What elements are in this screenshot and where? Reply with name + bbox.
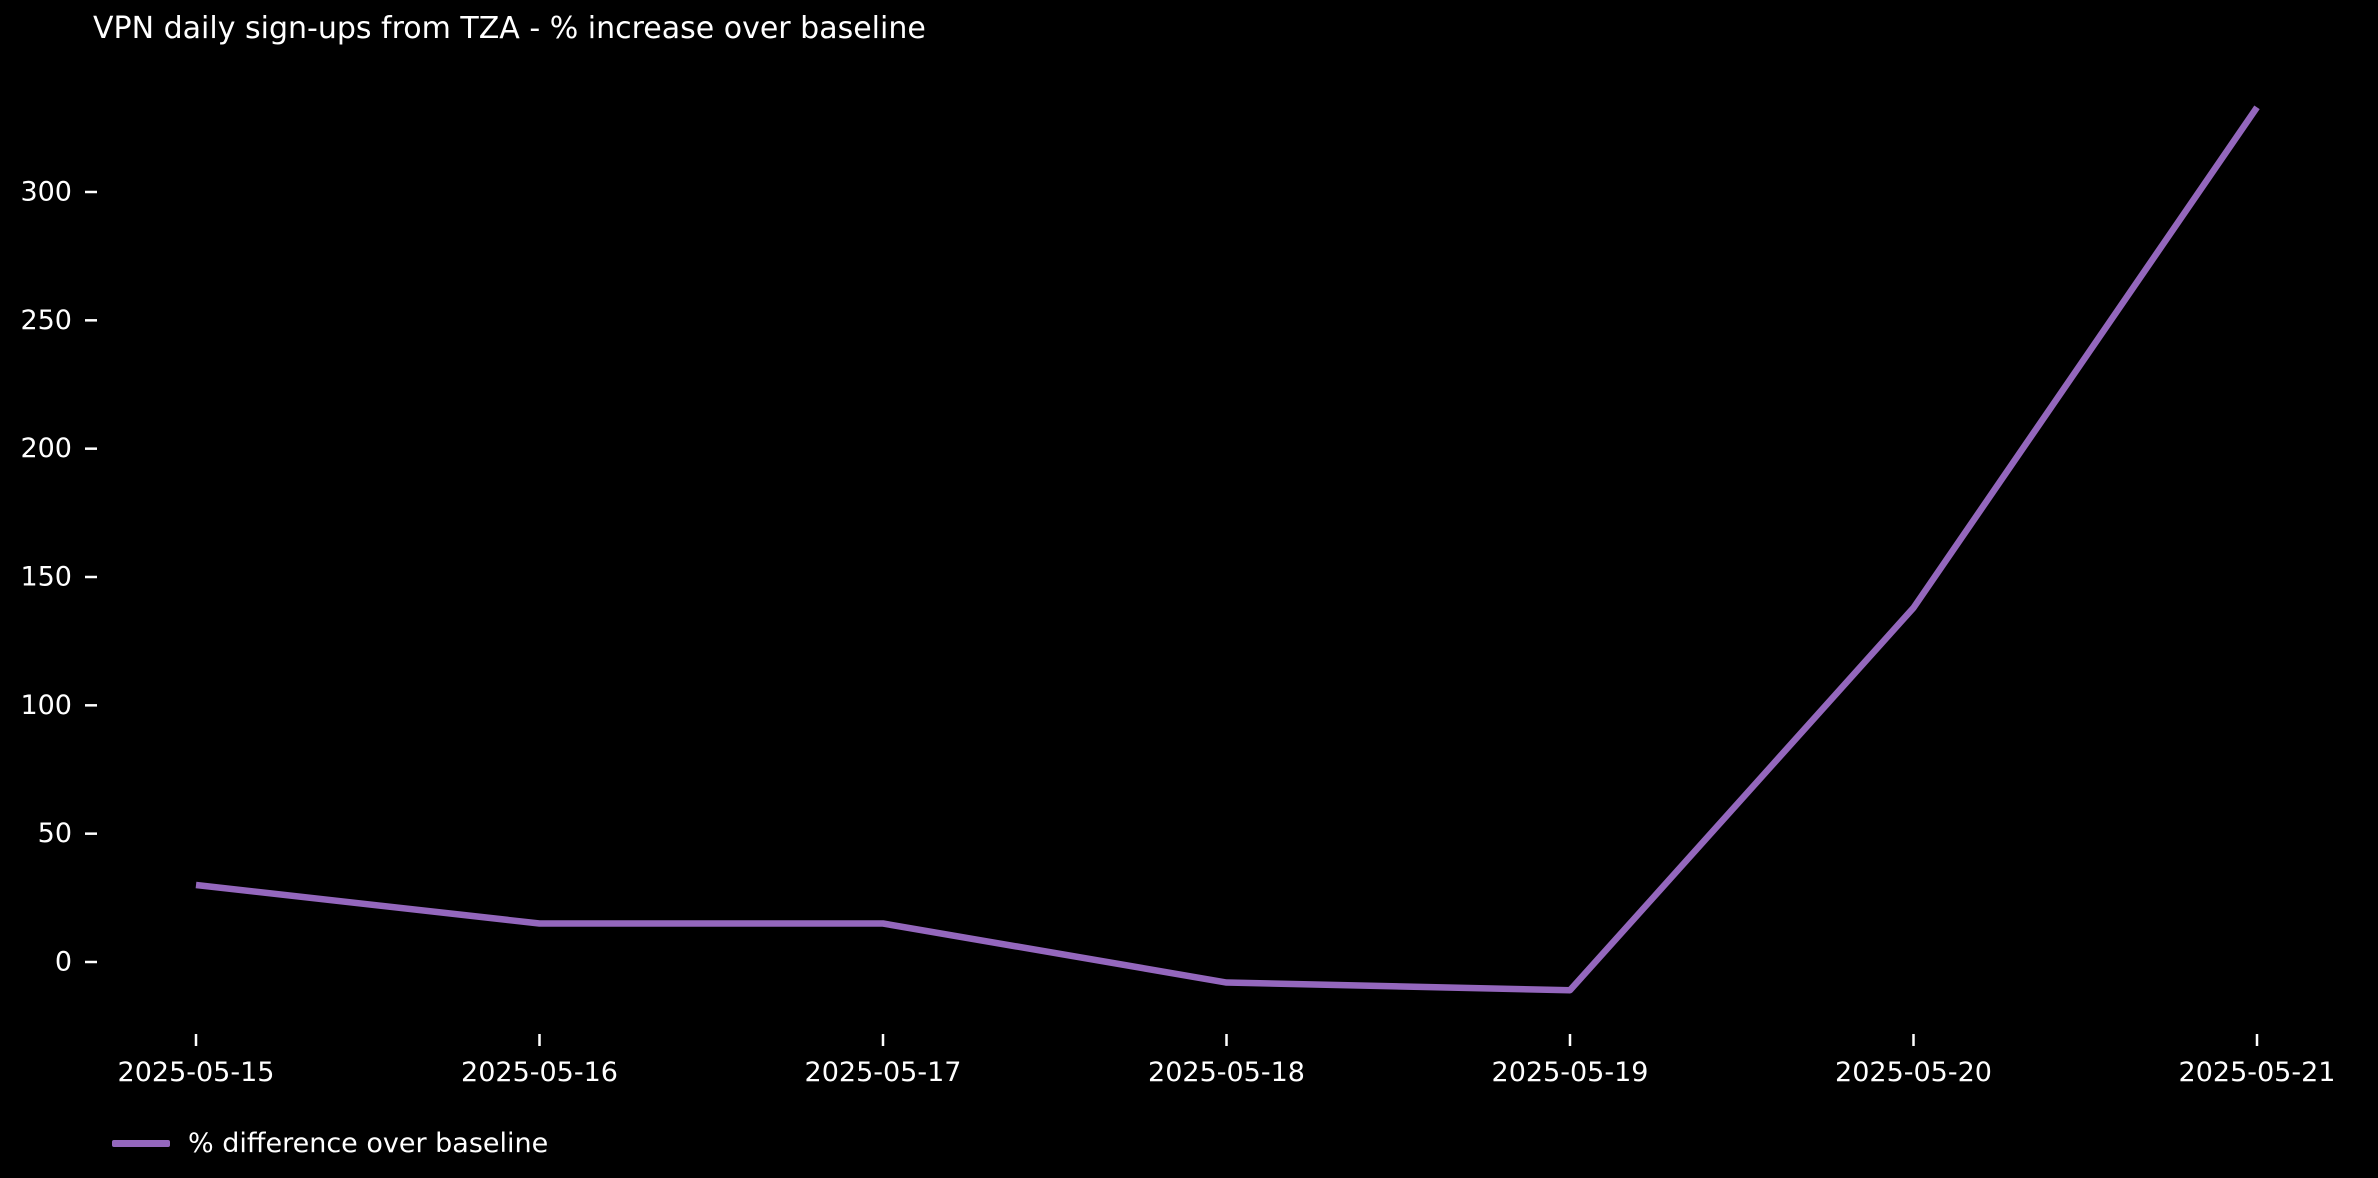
y-tick-label: 100: [20, 690, 72, 721]
chart-title: VPN daily sign-ups from TZA - % increase…: [93, 11, 926, 46]
x-tick-label: 2025-05-15: [118, 1057, 275, 1088]
y-tick-label: 250: [20, 305, 72, 336]
x-tick-label: 2025-05-19: [1492, 1057, 1649, 1088]
x-tick-label: 2025-05-20: [1835, 1057, 1992, 1088]
y-tick-label: 200: [20, 433, 72, 464]
x-tick-label: 2025-05-17: [805, 1057, 962, 1088]
y-tick-label: 300: [20, 176, 72, 207]
y-tick-label: 150: [20, 561, 72, 592]
y-tick-label: 0: [55, 947, 72, 978]
x-tick-label: 2025-05-16: [461, 1057, 618, 1088]
legend: % difference over baseline: [112, 1128, 548, 1159]
x-tick-label: 2025-05-21: [2179, 1057, 2336, 1088]
legend-label: % difference over baseline: [188, 1128, 549, 1159]
x-tick-label: 2025-05-18: [1148, 1057, 1305, 1088]
y-tick-label: 50: [38, 818, 72, 849]
series-line: [195, 105, 2260, 994]
legend-line-swatch: [112, 1140, 170, 1147]
